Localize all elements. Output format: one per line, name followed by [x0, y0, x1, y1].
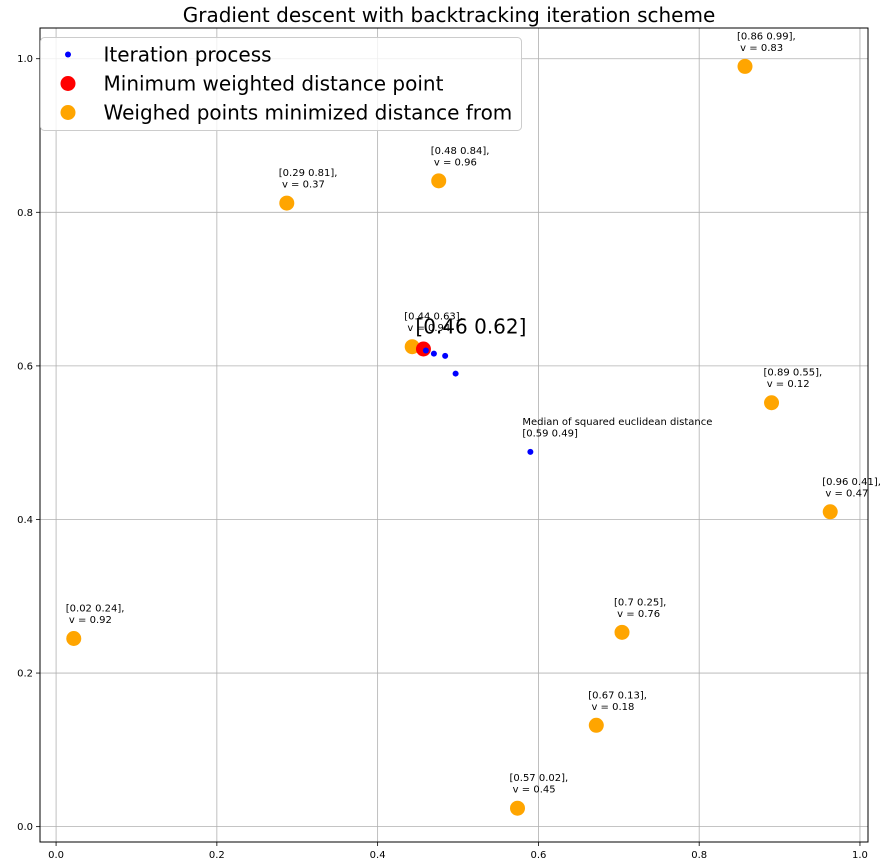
- data-marks: [66, 58, 838, 816]
- axis-ticks: 0.0 0.2 0.4 0.6 0.8 1.0 0.0 0.2 0.4 0.6 0.8 1.0: [17, 54, 868, 861]
- legend: Iteration process Minimum weighted distan…: [40, 37, 522, 131]
- data-point: [527, 448, 534, 455]
- data-point: [452, 370, 459, 377]
- data-point: [442, 352, 449, 359]
- data-point: [737, 58, 753, 74]
- point-label: [0.67 0.13], v = 0.18: [588, 690, 647, 713]
- data-point: [431, 173, 447, 189]
- legend-marker: [60, 76, 76, 91]
- x-tick-label: 0.0: [48, 850, 64, 861]
- chart-title: Gradient descent with backtracking itera…: [183, 3, 716, 27]
- legend-box: [40, 37, 522, 131]
- data-point: [422, 347, 429, 354]
- data-point: [510, 800, 526, 816]
- data-point: [822, 504, 838, 520]
- point-label: [0.02 0.24], v = 0.92: [66, 604, 125, 627]
- point-label: [0.57 0.02], v = 0.45: [510, 773, 569, 796]
- point-label: [0.44 0.63], v = 0.94: [404, 312, 463, 335]
- legend-marker: [60, 105, 76, 120]
- data-point: [279, 195, 295, 211]
- plot-frame: [39, 27, 869, 843]
- point-label: [0.29 0.81], v = 0.37: [279, 168, 338, 191]
- x-tick-label: 0.4: [370, 850, 386, 861]
- y-tick-label: 0.0: [17, 822, 33, 833]
- annotation: [0.46 0.62]: [415, 314, 526, 338]
- point-label: [0.96 0.41], v = 0.47: [822, 477, 881, 500]
- point-label: [0.48 0.84], v = 0.96: [431, 146, 490, 169]
- legend-label: Minimum weighted distance point: [104, 72, 444, 96]
- data-point: [614, 624, 630, 640]
- x-tick-label: 0.8: [691, 850, 707, 861]
- point-label: [0.7 0.25], v = 0.76: [614, 597, 666, 620]
- annotations: [0.86 0.99], v = 0.83 [0.48 0.84], v = 0.…: [66, 31, 881, 795]
- legend-marker: [65, 51, 71, 58]
- x-tick-label: 0.6: [530, 850, 546, 861]
- y-tick-label: 1.0: [17, 54, 33, 65]
- data-point: [588, 717, 604, 733]
- x-tick-label: 1.0: [852, 850, 868, 861]
- point-label: [0.86 0.99], v = 0.83: [737, 31, 796, 54]
- data-point: [430, 350, 437, 357]
- data-point: [404, 339, 420, 355]
- y-tick-label: 0.4: [17, 515, 33, 526]
- x-tick-label: 0.2: [209, 850, 225, 861]
- annotation: Median of squared euclidean distance [0.5…: [522, 417, 712, 440]
- data-point: [66, 631, 82, 646]
- y-tick-label: 0.8: [17, 208, 33, 219]
- legend-label: Iteration process: [104, 43, 272, 67]
- point-label: [0.89 0.55], v = 0.12: [764, 368, 823, 391]
- data-point: [764, 395, 780, 411]
- legend-label: Weighed points minimized distance from: [104, 101, 513, 125]
- y-tick-label: 0.6: [17, 361, 33, 372]
- y-tick-label: 0.2: [17, 669, 33, 680]
